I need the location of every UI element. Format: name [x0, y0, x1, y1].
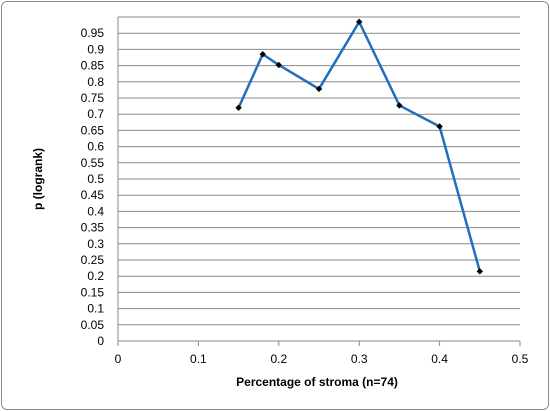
- x-tick-label-0: 0: [115, 352, 122, 366]
- series-group: [235, 18, 483, 275]
- data-point-0-0: [235, 104, 242, 111]
- y-tick-label-3: 0.15: [81, 285, 105, 299]
- gridlines: [118, 16, 520, 326]
- x-tick-label-4: 0.4: [431, 352, 448, 366]
- data-point-0-7: [476, 268, 483, 275]
- data-point-0-6: [436, 123, 443, 130]
- data-point-0-4: [356, 18, 363, 26]
- y-tick-labels: 0 0.05 0.1 0.15 0.2 0.25 0.3 0.35 0.4 0.45 0.5 0.55…: [81, 26, 105, 348]
- data-point-0-2: [275, 61, 282, 69]
- x-tick-label-2: 0.2: [270, 352, 287, 366]
- y-tick-label-18: 0.9: [87, 42, 104, 56]
- data-point-0-3: [315, 85, 323, 93]
- y-tick-label-4: 0.2: [87, 269, 104, 283]
- y-tick-label-11: 0.55: [81, 156, 105, 170]
- y-tick-label-10: 0.5: [87, 172, 104, 186]
- data-point-0-1: [259, 51, 266, 58]
- y-axis-label: p (logrank): [31, 148, 45, 210]
- data-point-0-5: [396, 102, 403, 109]
- y-tick-label-7: 0.35: [81, 221, 105, 235]
- y-tick-label-17: 0.85: [81, 59, 105, 73]
- y-tick-label-14: 0.7: [87, 107, 104, 121]
- y-tick-label-9: 0.45: [81, 188, 105, 202]
- y-tick-label-19: 0.95: [81, 26, 105, 40]
- y-tick-label-12: 0.6: [87, 140, 104, 154]
- y-tick-label-1: 0.05: [81, 318, 105, 332]
- y-tick-label-2: 0.1: [87, 302, 104, 316]
- y-tick-label-13: 0.65: [81, 123, 105, 137]
- y-tick-label-0: 0: [97, 334, 104, 348]
- x-tick-labels: 0 0.1 0.2 0.3 0.4 0.5: [115, 352, 529, 366]
- x-tick-label-1: 0.1: [190, 352, 207, 366]
- y-tick-label-8: 0.4: [87, 204, 104, 218]
- series-line-0: [237, 20, 482, 272]
- x-tick-label-5: 0.5: [512, 352, 529, 366]
- y-tick-label-6: 0.3: [87, 237, 104, 251]
- x-tick-label-3: 0.3: [351, 352, 368, 366]
- y-tick-label-5: 0.25: [81, 253, 105, 267]
- axes: [117, 17, 521, 346]
- x-axis-label: Percentage of stroma (n=74): [236, 375, 398, 389]
- y-tick-label-15: 0.75: [81, 91, 105, 105]
- y-tick-label-16: 0.8: [87, 75, 104, 89]
